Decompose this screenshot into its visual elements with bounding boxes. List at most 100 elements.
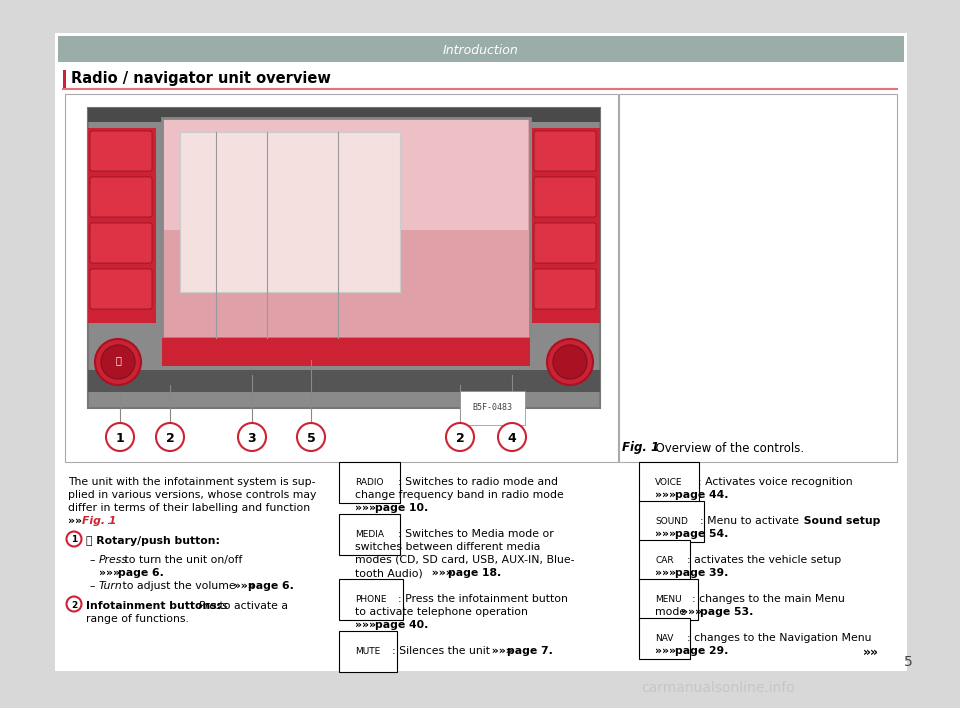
Text: »»»: »»» — [655, 646, 680, 656]
Text: : Menu to activate: : Menu to activate — [700, 516, 799, 526]
FancyBboxPatch shape — [180, 132, 400, 292]
Text: ⏻: ⏻ — [115, 355, 121, 365]
Text: page 10.: page 10. — [375, 503, 428, 513]
Circle shape — [553, 345, 587, 379]
FancyBboxPatch shape — [532, 128, 600, 323]
Text: 2: 2 — [456, 431, 465, 445]
Text: to activate a: to activate a — [216, 601, 288, 611]
Text: Introduction: Introduction — [444, 43, 518, 57]
Text: »»»: »»» — [681, 607, 706, 617]
Text: »»: »» — [68, 516, 85, 526]
Circle shape — [66, 532, 82, 547]
Text: »»»: »»» — [355, 620, 380, 630]
Text: mode: mode — [655, 607, 686, 617]
Text: RADIO: RADIO — [355, 478, 383, 487]
Text: 2: 2 — [166, 431, 175, 445]
Text: Infotainment buttons:: Infotainment buttons: — [86, 601, 221, 611]
Circle shape — [446, 423, 474, 451]
Text: ⏻ Rotary/push button:: ⏻ Rotary/push button: — [86, 536, 220, 546]
Text: page 54.: page 54. — [675, 529, 729, 539]
Text: page 7.: page 7. — [507, 646, 553, 656]
Text: Fig. 1: Fig. 1 — [82, 516, 116, 526]
Text: Turn: Turn — [99, 581, 123, 591]
Text: switches between different media: switches between different media — [355, 542, 540, 552]
FancyBboxPatch shape — [58, 36, 904, 62]
Text: plied in various versions, whose controls may: plied in various versions, whose control… — [68, 490, 317, 500]
Text: 4: 4 — [508, 431, 516, 445]
FancyBboxPatch shape — [65, 94, 618, 462]
Text: 2: 2 — [71, 600, 77, 610]
Text: 3: 3 — [248, 431, 256, 445]
Text: CAR: CAR — [655, 556, 674, 565]
Text: page 39.: page 39. — [675, 568, 729, 578]
Text: : Switches to Media mode or: : Switches to Media mode or — [398, 529, 554, 539]
Text: MUTE: MUTE — [355, 647, 380, 656]
FancyBboxPatch shape — [90, 131, 152, 171]
Text: : activates the vehicle setup: : activates the vehicle setup — [687, 555, 841, 565]
FancyBboxPatch shape — [534, 177, 596, 217]
FancyBboxPatch shape — [162, 118, 530, 338]
FancyBboxPatch shape — [88, 108, 600, 122]
Text: Radio / navigator unit overview: Radio / navigator unit overview — [71, 72, 331, 86]
Text: : Silences the unit: : Silences the unit — [392, 646, 490, 656]
Text: page 18.: page 18. — [448, 568, 501, 578]
Text: »»»: »»» — [230, 581, 258, 591]
Text: »»»: »»» — [488, 646, 516, 656]
Text: Sound setup: Sound setup — [800, 516, 880, 526]
Text: »»»: »»» — [355, 503, 380, 513]
Circle shape — [297, 423, 325, 451]
FancyBboxPatch shape — [534, 223, 596, 263]
Text: 1: 1 — [115, 431, 125, 445]
Text: The unit with the infotainment system is sup-: The unit with the infotainment system is… — [68, 477, 316, 487]
FancyBboxPatch shape — [162, 338, 530, 366]
Text: : changes to the main Menu: : changes to the main Menu — [692, 594, 845, 604]
Text: »»»: »»» — [655, 529, 680, 539]
Text: 5: 5 — [306, 431, 316, 445]
Text: B5F-0483: B5F-0483 — [472, 404, 512, 413]
FancyBboxPatch shape — [90, 269, 152, 309]
Text: : changes to the Navigation Menu: : changes to the Navigation Menu — [687, 633, 872, 643]
Text: page 40.: page 40. — [375, 620, 428, 630]
Text: page 44.: page 44. — [675, 490, 729, 500]
Text: : Activates voice recognition: : Activates voice recognition — [698, 477, 852, 487]
FancyBboxPatch shape — [88, 128, 156, 323]
Text: NAV: NAV — [655, 634, 673, 643]
Text: differ in terms of their labelling and function: differ in terms of their labelling and f… — [68, 503, 310, 513]
FancyBboxPatch shape — [534, 269, 596, 309]
Text: page 29.: page 29. — [675, 646, 729, 656]
FancyBboxPatch shape — [55, 33, 907, 671]
FancyBboxPatch shape — [164, 120, 528, 230]
Text: –: – — [345, 529, 354, 539]
Circle shape — [66, 597, 82, 612]
Text: change frequency band in radio mode: change frequency band in radio mode — [355, 490, 564, 500]
Text: –: – — [90, 555, 99, 565]
FancyBboxPatch shape — [90, 223, 152, 263]
Text: –: – — [345, 477, 354, 487]
Text: Fig. 1: Fig. 1 — [622, 442, 660, 455]
Text: .: . — [107, 516, 110, 526]
Text: »»»: »»» — [655, 490, 680, 500]
Text: 1: 1 — [71, 535, 77, 544]
Text: modes (CD, SD card, USB, AUX-IN, Blue-: modes (CD, SD card, USB, AUX-IN, Blue- — [355, 555, 574, 565]
Text: : Press the infotainment button: : Press the infotainment button — [398, 594, 568, 604]
Text: to turn the unit on/off: to turn the unit on/off — [121, 555, 242, 565]
Text: tooth Audio): tooth Audio) — [355, 568, 422, 578]
Text: »»»: »»» — [99, 568, 124, 578]
Text: to adjust the volume: to adjust the volume — [119, 581, 235, 591]
Text: PHONE: PHONE — [355, 595, 387, 604]
Text: –: – — [645, 594, 654, 604]
Text: MENU: MENU — [655, 595, 682, 604]
Text: –: – — [90, 581, 99, 591]
Circle shape — [106, 423, 134, 451]
FancyBboxPatch shape — [88, 370, 600, 392]
FancyBboxPatch shape — [90, 177, 152, 217]
Text: to activate telephone operation: to activate telephone operation — [355, 607, 528, 617]
FancyBboxPatch shape — [619, 94, 897, 462]
Text: VOICE: VOICE — [655, 478, 683, 487]
Text: MEDIA: MEDIA — [355, 530, 384, 539]
Text: »»: »» — [863, 646, 879, 659]
Text: –: – — [645, 633, 654, 643]
Text: range of functions.: range of functions. — [86, 614, 189, 624]
Text: page 6.: page 6. — [248, 581, 294, 591]
Text: carmanualsonline.info: carmanualsonline.info — [641, 681, 795, 695]
